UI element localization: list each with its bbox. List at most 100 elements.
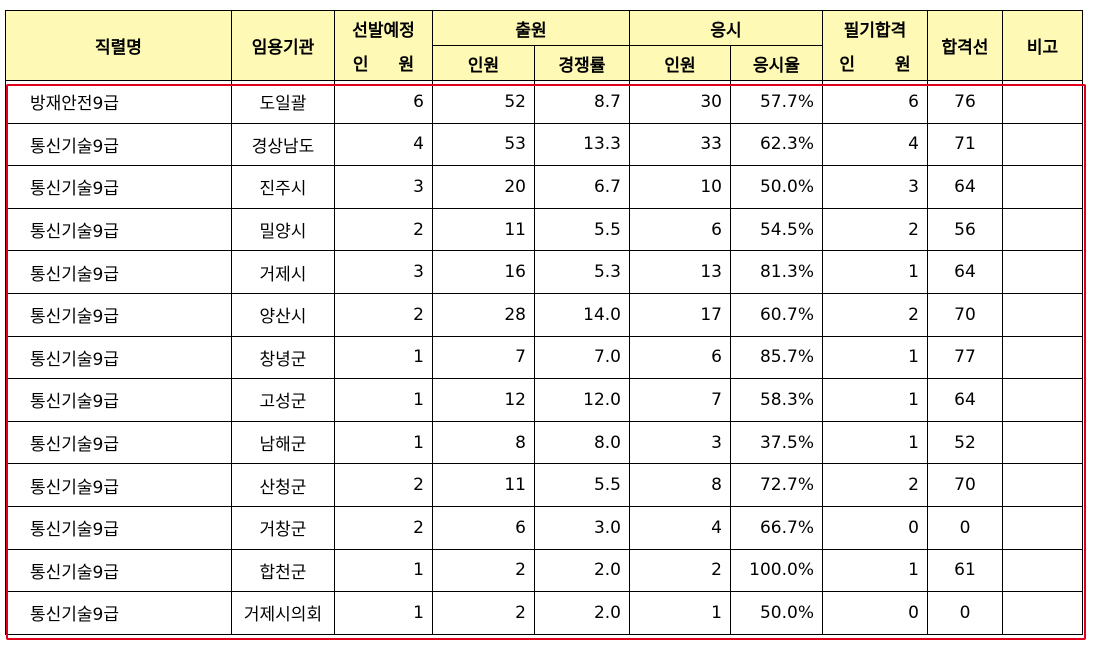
cell-note bbox=[1002, 80, 1083, 124]
cell-apply-count: 12 bbox=[432, 378, 535, 422]
cell-exam-count: 13 bbox=[629, 250, 731, 294]
cell-passed: 2 bbox=[822, 463, 928, 507]
table-row: 통신기술9급 밀양시 2 11 5.5 6 54.5% 2 56 bbox=[5, 207, 1083, 252]
cell-passed: 0 bbox=[822, 591, 928, 635]
header-group-written: 필기합격 bbox=[822, 10, 928, 46]
cell-agency: 거창군 bbox=[231, 505, 335, 550]
cell-planned: 3 bbox=[334, 250, 433, 294]
cell-apply-count: 8 bbox=[432, 420, 535, 465]
cell-title: 통신기술9급 bbox=[5, 505, 232, 550]
header-exam-rate: 응시율 bbox=[730, 45, 823, 81]
header-written-a: 인 bbox=[839, 55, 855, 76]
cell-apply-rate: 5.5 bbox=[534, 207, 630, 252]
table-row: 통신기술9급 경상남도 4 53 13.3 33 62.3% 4 71 bbox=[5, 122, 1083, 167]
table-row: 통신기술9급 진주시 3 20 6.7 10 50.0% 3 64 bbox=[5, 165, 1083, 209]
cell-apply-rate: 5.3 bbox=[534, 250, 630, 294]
cell-agency: 도일괄 bbox=[231, 80, 335, 124]
table-row: 통신기술9급 남해군 1 8 8.0 3 37.5% 1 52 bbox=[5, 420, 1083, 465]
cell-cutoff: 71 bbox=[927, 122, 1003, 167]
cell-planned: 1 bbox=[334, 378, 433, 422]
cell-title: 통신기술9급 bbox=[5, 122, 232, 167]
cell-title: 통신기술9급 bbox=[5, 165, 232, 209]
cell-apply-rate: 8.7 bbox=[534, 80, 630, 124]
cell-cutoff: 76 bbox=[927, 80, 1003, 124]
cell-apply-count: 20 bbox=[432, 165, 535, 209]
cell-note bbox=[1002, 420, 1083, 465]
table-row: 통신기술9급 합천군 1 2 2.0 2 100.0% 1 61 bbox=[5, 548, 1083, 593]
cell-note bbox=[1002, 122, 1083, 167]
cell-planned: 1 bbox=[334, 591, 433, 635]
cell-apply-rate: 5.5 bbox=[534, 463, 630, 507]
cell-exam-count: 1 bbox=[629, 591, 731, 635]
cell-apply-count: 2 bbox=[432, 591, 535, 635]
table-row: 방재안전9급 도일괄 6 52 8.7 30 57.7% 6 76 bbox=[5, 80, 1083, 124]
cell-exam-rate: 100.0% bbox=[730, 548, 823, 593]
header-group-exam: 응시 bbox=[629, 10, 823, 46]
cell-passed: 1 bbox=[822, 548, 928, 593]
cell-note bbox=[1002, 505, 1083, 550]
cell-cutoff: 52 bbox=[927, 420, 1003, 465]
header-planned-bottom-b: 원 bbox=[398, 55, 415, 76]
header-agency: 임용기관 bbox=[231, 10, 335, 81]
cell-agency: 거제시 bbox=[231, 250, 335, 294]
cell-agency: 창녕군 bbox=[231, 335, 335, 380]
cell-planned: 3 bbox=[334, 165, 433, 209]
cell-title: 통신기술9급 bbox=[5, 548, 232, 593]
cell-note bbox=[1002, 463, 1083, 507]
cell-apply-rate: 14.0 bbox=[534, 292, 630, 337]
cell-apply-count: 11 bbox=[432, 207, 535, 252]
cell-apply-count: 6 bbox=[432, 505, 535, 550]
cell-note bbox=[1002, 335, 1083, 380]
cell-agency: 경상남도 bbox=[231, 122, 335, 167]
cell-note bbox=[1002, 591, 1083, 635]
cell-note bbox=[1002, 548, 1083, 593]
cell-title: 통신기술9급 bbox=[5, 292, 232, 337]
cell-note bbox=[1002, 292, 1083, 337]
cell-exam-rate: 66.7% bbox=[730, 505, 823, 550]
cell-exam-count: 8 bbox=[629, 463, 731, 507]
cell-planned: 2 bbox=[334, 292, 433, 337]
cell-apply-count: 28 bbox=[432, 292, 535, 337]
cell-apply-rate: 8.0 bbox=[534, 420, 630, 465]
cell-cutoff: 0 bbox=[927, 505, 1003, 550]
cell-title: 통신기술9급 bbox=[5, 335, 232, 380]
cell-planned: 2 bbox=[334, 207, 433, 252]
cell-exam-count: 4 bbox=[629, 505, 731, 550]
cell-apply-rate: 12.0 bbox=[534, 378, 630, 422]
cell-exam-count: 17 bbox=[629, 292, 731, 337]
cell-apply-rate: 13.3 bbox=[534, 122, 630, 167]
cell-exam-rate: 58.3% bbox=[730, 378, 823, 422]
cell-apply-count: 11 bbox=[432, 463, 535, 507]
cell-apply-rate: 2.0 bbox=[534, 591, 630, 635]
cell-planned: 1 bbox=[334, 420, 433, 465]
cell-agency: 양산시 bbox=[231, 292, 335, 337]
header-planned-top: 선발예정 bbox=[334, 10, 433, 46]
cell-apply-rate: 7.0 bbox=[534, 335, 630, 380]
table-row: 통신기술9급 양산시 2 28 14.0 17 60.7% 2 70 bbox=[5, 292, 1083, 337]
header-apply-count: 인원 bbox=[432, 45, 535, 81]
cell-passed: 4 bbox=[822, 122, 928, 167]
cell-title: 통신기술9급 bbox=[5, 463, 232, 507]
cell-title: 통신기술9급 bbox=[5, 378, 232, 422]
cell-cutoff: 70 bbox=[927, 463, 1003, 507]
cell-planned: 2 bbox=[334, 463, 433, 507]
cell-apply-count: 52 bbox=[432, 80, 535, 124]
cell-note bbox=[1002, 207, 1083, 252]
cell-note bbox=[1002, 165, 1083, 209]
cell-cutoff: 64 bbox=[927, 165, 1003, 209]
cell-agency: 거제시의회 bbox=[231, 591, 335, 635]
cell-planned: 2 bbox=[334, 505, 433, 550]
cell-cutoff: 64 bbox=[927, 378, 1003, 422]
table-row: 통신기술9급 거제시의회 1 2 2.0 1 50.0% 0 0 bbox=[5, 591, 1083, 635]
cell-exam-rate: 72.7% bbox=[730, 463, 823, 507]
cell-exam-count: 6 bbox=[629, 207, 731, 252]
cell-planned: 4 bbox=[334, 122, 433, 167]
header-exam-count: 인원 bbox=[629, 45, 731, 81]
cell-cutoff: 0 bbox=[927, 591, 1003, 635]
cell-exam-count: 3 bbox=[629, 420, 731, 465]
cell-cutoff: 77 bbox=[927, 335, 1003, 380]
cell-agency: 진주시 bbox=[231, 165, 335, 209]
cell-planned: 1 bbox=[334, 548, 433, 593]
cell-agency: 밀양시 bbox=[231, 207, 335, 252]
